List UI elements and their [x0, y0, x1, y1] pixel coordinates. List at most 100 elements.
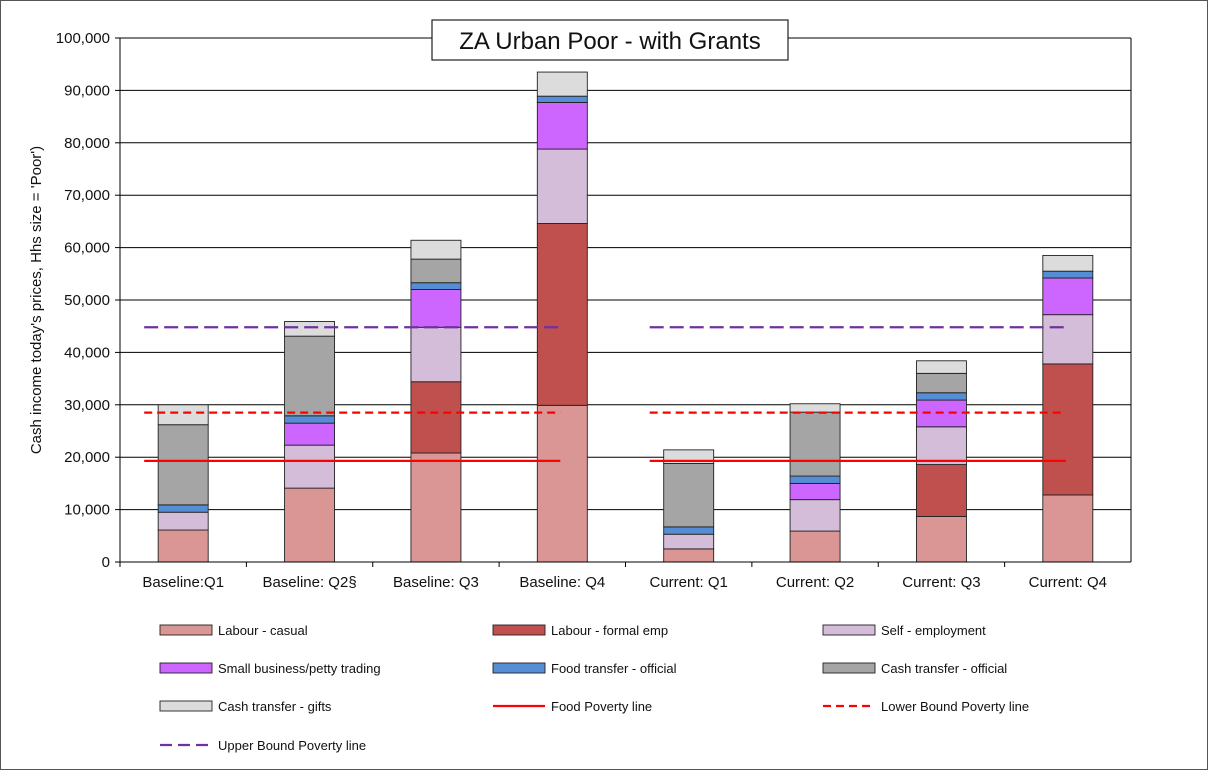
legend-item: Food transfer - official [492, 661, 677, 676]
bar-segment [1042, 277, 1094, 316]
y-tick-label: 100,000 [56, 30, 110, 47]
bar-segment [284, 487, 336, 563]
bar-segment [157, 404, 209, 426]
legend-swatch [159, 624, 213, 636]
x-tick-label: Baseline: Q4 [519, 574, 605, 591]
legend-item: Cash transfer - official [822, 661, 1007, 676]
legend-item: Food Poverty line [493, 699, 652, 714]
x-tick-label: Baseline: Q2§ [262, 574, 356, 591]
bar-segment [789, 475, 841, 484]
legend-label: Cash transfer - official [881, 661, 1007, 676]
bar-segment [789, 530, 841, 563]
bar-stack-6 [789, 403, 841, 563]
bar-segment [410, 282, 462, 290]
bar-stack-5 [663, 449, 715, 563]
bar-stack-3 [410, 239, 462, 563]
legend-label: Food Poverty line [551, 699, 652, 714]
legend-swatch [159, 662, 213, 674]
y-tick-label: 10,000 [64, 502, 110, 519]
y-tick-label: 90,000 [64, 82, 110, 99]
legend: Labour - casual Labour - formal emp Self -… [159, 623, 1029, 753]
bar-segment [789, 403, 841, 413]
legend-label: Small business/petty trading [218, 661, 381, 676]
bar-segment [915, 464, 967, 517]
y-axis-label: Cash income today's prices, Hhs size = '… [28, 146, 45, 454]
bar-segment [536, 223, 588, 406]
bar-segment [410, 381, 462, 454]
y-tick-label: 30,000 [64, 397, 110, 414]
bar-segment [410, 258, 462, 284]
y-tick-label: 20,000 [64, 449, 110, 466]
bar-segment [157, 424, 209, 506]
bar-segment [410, 326, 462, 383]
legend-item: Cash transfer - gifts [159, 699, 332, 714]
legend-item: Labour - casual [159, 623, 308, 638]
x-tick-label: Current: Q1 [650, 574, 728, 591]
bar-segment [284, 335, 336, 417]
legend-item: Labour - formal emp [492, 623, 668, 638]
bar-segment [915, 360, 967, 374]
bar-segment [284, 321, 336, 337]
bar-segment [789, 482, 841, 501]
bar-stack-7 [915, 360, 967, 563]
legend-item: Lower Bound Poverty line [823, 699, 1029, 714]
bar-segment [284, 415, 336, 424]
bar-segment [410, 452, 462, 563]
bar-segment [1042, 363, 1094, 496]
legend-swatch [492, 662, 546, 674]
bar-stack-1 [157, 404, 209, 563]
gridlines [120, 37, 1131, 511]
legend-label: Food transfer - official [551, 661, 677, 676]
bar-segment [663, 463, 715, 528]
axes [119, 38, 1132, 563]
y-tick-label: 40,000 [64, 344, 110, 361]
y-tick-label: 60,000 [64, 240, 110, 257]
y-tick-label: 70,000 [64, 187, 110, 204]
legend-swatch [492, 624, 546, 636]
bar-segment [536, 95, 588, 103]
bar-segment [536, 148, 588, 224]
bar-segment [157, 511, 209, 531]
y-tick-label: 80,000 [64, 135, 110, 152]
x-tick-label: Current: Q3 [902, 574, 980, 591]
bar-stack-8 [1042, 255, 1094, 563]
x-tick-label: Baseline: Q3 [393, 574, 479, 591]
bar-segment [789, 499, 841, 532]
y-tick-label: 50,000 [64, 292, 110, 309]
bar-segment [789, 411, 841, 477]
legend-label: Self - employment [881, 623, 986, 638]
bar-segment [536, 404, 588, 563]
legend-label: Upper Bound Poverty line [218, 738, 366, 753]
bar-segment [1042, 314, 1094, 365]
bar-segment [536, 71, 588, 97]
bar-segment [915, 426, 967, 465]
chart-title-box: ZA Urban Poor - with Grants [431, 19, 789, 61]
legend-swatch [822, 624, 876, 636]
bar-segment [915, 392, 967, 401]
legend-item: Upper Bound Poverty line [160, 738, 366, 753]
bar-segment [1042, 255, 1094, 272]
chart-title: ZA Urban Poor - with Grants [459, 28, 760, 55]
bar-stack-2 [284, 321, 336, 563]
bar-segment [157, 529, 209, 563]
bar-segment [410, 239, 462, 260]
legend-item: Small business/petty trading [159, 661, 381, 676]
bar-segment [536, 102, 588, 150]
bar-segment [915, 372, 967, 394]
bar-segment [157, 504, 209, 513]
legend-item: Self - employment [822, 623, 986, 638]
legend-label: Lower Bound Poverty line [881, 699, 1029, 714]
bar-segment [1042, 494, 1094, 563]
bar-segment [915, 515, 967, 563]
reference-lines [144, 326, 1066, 462]
bar-segment [410, 289, 462, 328]
y-axis-ticks: 0 10,000 20,000 30,000 40,000 50,000 60,000 70,… [56, 30, 120, 571]
bar-segment [663, 526, 715, 535]
y-tick-label: 0 [102, 554, 110, 571]
legend-label: Labour - formal emp [551, 623, 668, 638]
bar-segment [663, 548, 715, 563]
bar-segment [1042, 270, 1094, 279]
bar-segment [284, 444, 336, 489]
